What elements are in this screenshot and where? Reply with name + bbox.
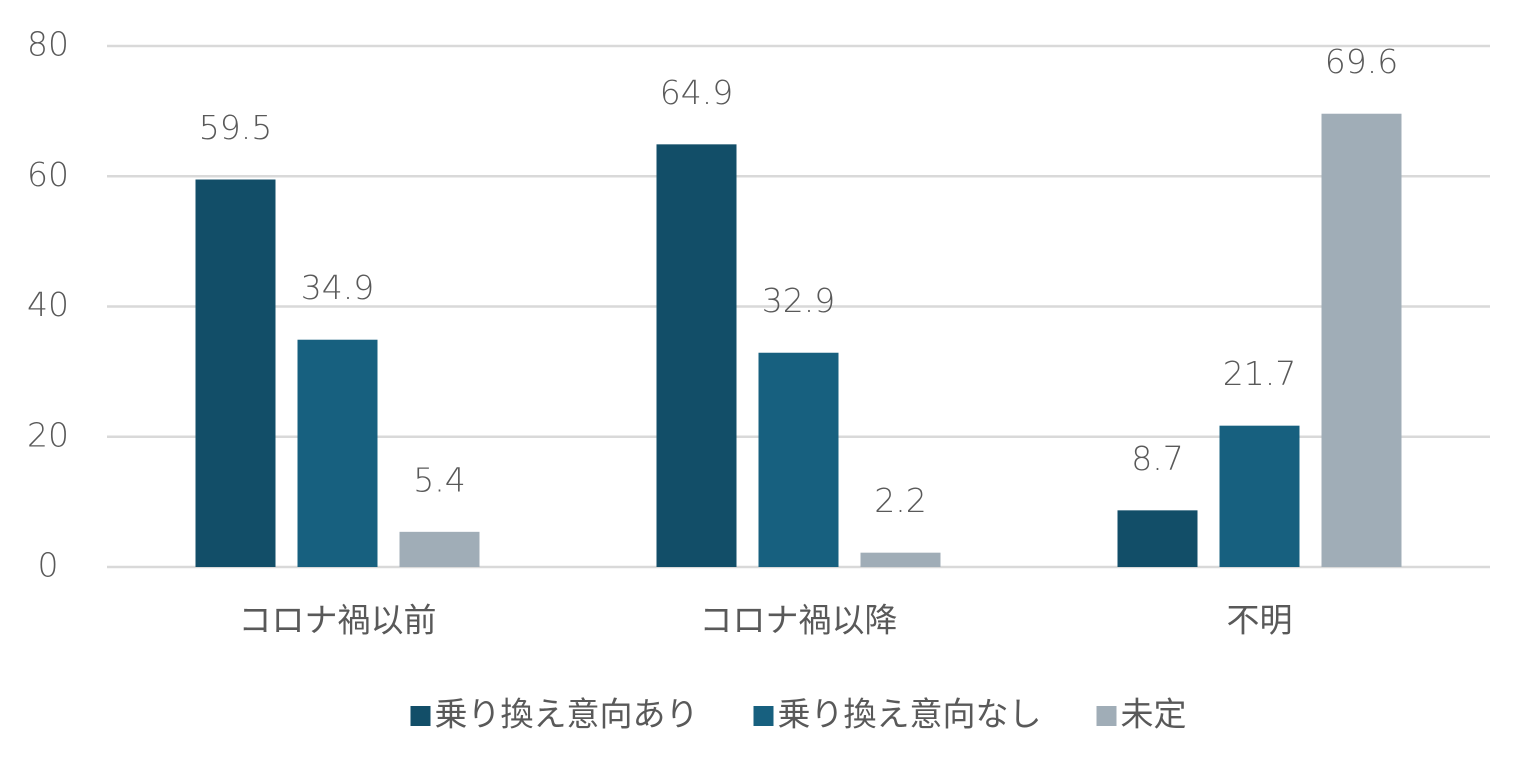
bar [656, 144, 737, 567]
y-tick-label: 60 [27, 155, 69, 194]
data-label: 8.7 [1131, 439, 1183, 478]
data-label: 64.9 [660, 73, 733, 112]
legend-label: 未定 [1121, 695, 1187, 734]
y-tick-label: 80 [27, 25, 69, 64]
bar [860, 552, 941, 567]
x-tick-label: コロナ禍以降 [700, 601, 898, 640]
data-label: 34.9 [301, 268, 374, 307]
y-tick-label: 20 [27, 415, 69, 454]
bar [1219, 425, 1300, 567]
data-label: 69.6 [1325, 42, 1398, 81]
legend-label: 乗り換え意向あり [435, 695, 699, 734]
legend-swatch [1096, 706, 1117, 726]
legend-label: 乗り換え意向なし [778, 695, 1042, 734]
legend-swatch [753, 706, 774, 726]
legend-swatch [410, 706, 431, 726]
y-tick-label: 0 [38, 546, 59, 585]
bar [195, 179, 276, 567]
data-label: 2.2 [874, 481, 926, 520]
bar [758, 352, 839, 567]
bar [297, 339, 378, 567]
data-label: 32.9 [762, 281, 835, 320]
x-tick-label: 不明 [1227, 601, 1293, 640]
data-label: 5.4 [413, 460, 465, 499]
bar [399, 531, 480, 567]
bar [1321, 113, 1402, 567]
data-label: 59.5 [199, 108, 272, 147]
bar [1117, 510, 1198, 567]
x-tick-label: コロナ禍以前 [239, 601, 437, 640]
data-label: 21.7 [1223, 354, 1296, 393]
y-tick-label: 40 [27, 285, 69, 324]
